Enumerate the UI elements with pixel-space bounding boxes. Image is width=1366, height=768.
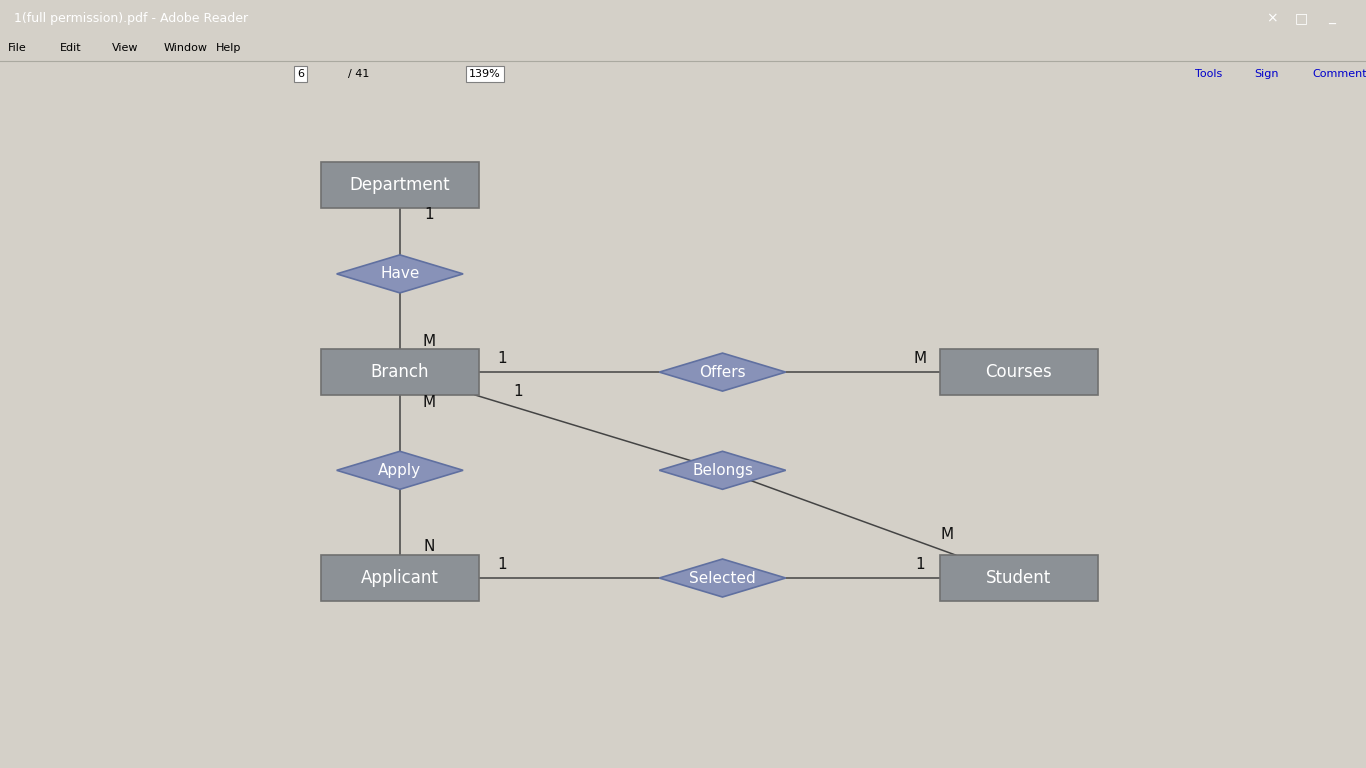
Text: M: M [422,395,436,410]
Text: 139%: 139% [469,69,501,79]
Polygon shape [660,353,785,391]
Text: 1: 1 [514,384,523,399]
Text: Comment: Comment [1313,69,1366,79]
Polygon shape [336,255,463,293]
Text: M: M [422,334,436,349]
Text: Selected: Selected [688,571,755,585]
Text: File: File [8,43,27,53]
Text: 1: 1 [915,557,925,571]
Text: 1: 1 [423,207,433,222]
Text: 1(full permission).pdf - Adobe Reader: 1(full permission).pdf - Adobe Reader [14,12,247,25]
Text: 1: 1 [497,351,507,366]
Text: 6: 6 [296,69,305,79]
FancyBboxPatch shape [940,349,1098,395]
Text: N: N [423,539,434,554]
Polygon shape [336,452,463,489]
Text: □: □ [1295,12,1309,25]
FancyBboxPatch shape [321,162,479,208]
Text: View: View [112,43,138,53]
FancyBboxPatch shape [321,349,479,395]
Text: / 41: / 41 [348,69,370,79]
Text: Help: Help [216,43,242,53]
Text: Courses: Courses [985,363,1052,381]
Text: Offers: Offers [699,365,746,379]
Text: _: _ [1328,12,1336,25]
Polygon shape [660,452,785,489]
Text: Window: Window [164,43,208,53]
Text: Department: Department [350,176,451,194]
FancyBboxPatch shape [940,555,1098,601]
Text: 1: 1 [497,557,507,571]
Text: Tools: Tools [1195,69,1223,79]
Text: Have: Have [380,266,419,281]
Text: Sign: Sign [1254,69,1279,79]
Text: Belongs: Belongs [693,463,753,478]
Text: Applicant: Applicant [361,569,438,587]
Text: Student: Student [986,569,1052,587]
FancyBboxPatch shape [321,555,479,601]
Text: M: M [914,351,926,366]
Polygon shape [660,559,785,597]
Text: Apply: Apply [378,463,422,478]
Text: M: M [940,527,953,542]
Text: Edit: Edit [60,43,82,53]
Text: Branch: Branch [370,363,429,381]
Text: ×: × [1266,12,1277,25]
